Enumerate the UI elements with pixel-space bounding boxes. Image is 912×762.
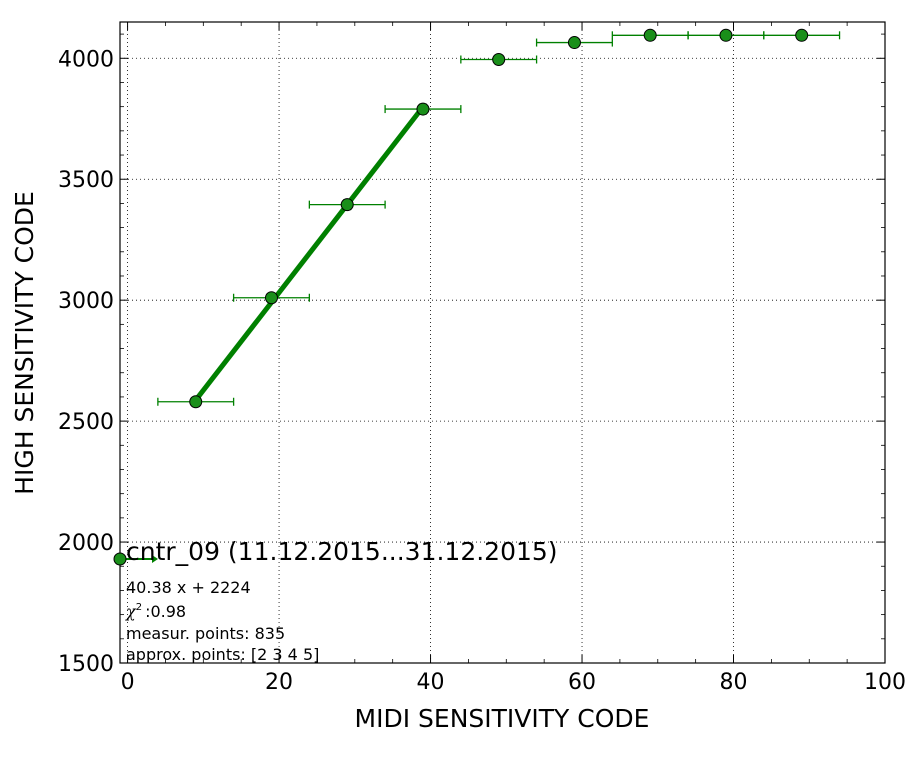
y-tick-label: 3500 — [58, 168, 114, 193]
data-point — [719, 28, 733, 42]
grid — [120, 22, 885, 663]
x-tick-label: 100 — [864, 670, 906, 695]
data-point — [643, 28, 657, 42]
y-tick-label: 2000 — [58, 531, 114, 556]
chi-value: :0.98 — [145, 602, 186, 621]
data-point — [340, 198, 354, 212]
plot-background — [120, 22, 885, 663]
chi-symbol: χ — [125, 602, 137, 621]
approx-points: approx. points: [2 3 4 5] — [126, 645, 319, 664]
data-point — [492, 52, 506, 66]
markers — [189, 28, 809, 409]
chi-square: χ2:0.98 — [125, 602, 186, 621]
x-tick-label: 0 — [121, 670, 135, 695]
y-tick-label: 4000 — [58, 47, 114, 72]
x-tick-label: 20 — [265, 670, 293, 695]
y-tick-label: 2500 — [58, 410, 114, 435]
legend: cntr_09 (11.12.2015...31.12.2015) 40.38 … — [113, 537, 558, 664]
x-tick-label: 40 — [417, 670, 445, 695]
x-tick-labels: 0 20 40 60 80 100 — [121, 670, 906, 695]
x-tick-label: 60 — [568, 670, 596, 695]
y-axis-label: HIGH SENSITIVITY CODE — [10, 191, 39, 495]
x-axis-label: MIDI SENSITIVITY CODE — [355, 704, 650, 733]
measur-points: measur. points: 835 — [126, 624, 285, 643]
y-tick-label: 3000 — [58, 289, 114, 314]
x-tick-label: 80 — [720, 670, 748, 695]
fit-equation: 40.38 x + 2224 — [126, 578, 251, 597]
chi-exponent: 2 — [136, 602, 142, 613]
data-point — [416, 102, 430, 116]
legend-arrow-icon — [152, 555, 158, 563]
y-tick-labels: 1500 2000 2500 3000 3500 4000 — [58, 47, 114, 677]
data-point — [567, 36, 581, 50]
data-point — [795, 28, 809, 42]
fit-layer — [193, 105, 425, 402]
y-tick-label: 1500 — [58, 652, 114, 677]
plot-frame — [119, 21, 886, 664]
data-point — [189, 395, 203, 409]
fit-line — [193, 105, 425, 402]
minor-ticks — [120, 22, 885, 663]
legend-marker — [113, 552, 127, 566]
legend-title: cntr_09 (11.12.2015...31.12.2015) — [126, 537, 558, 566]
data-point — [264, 291, 278, 305]
